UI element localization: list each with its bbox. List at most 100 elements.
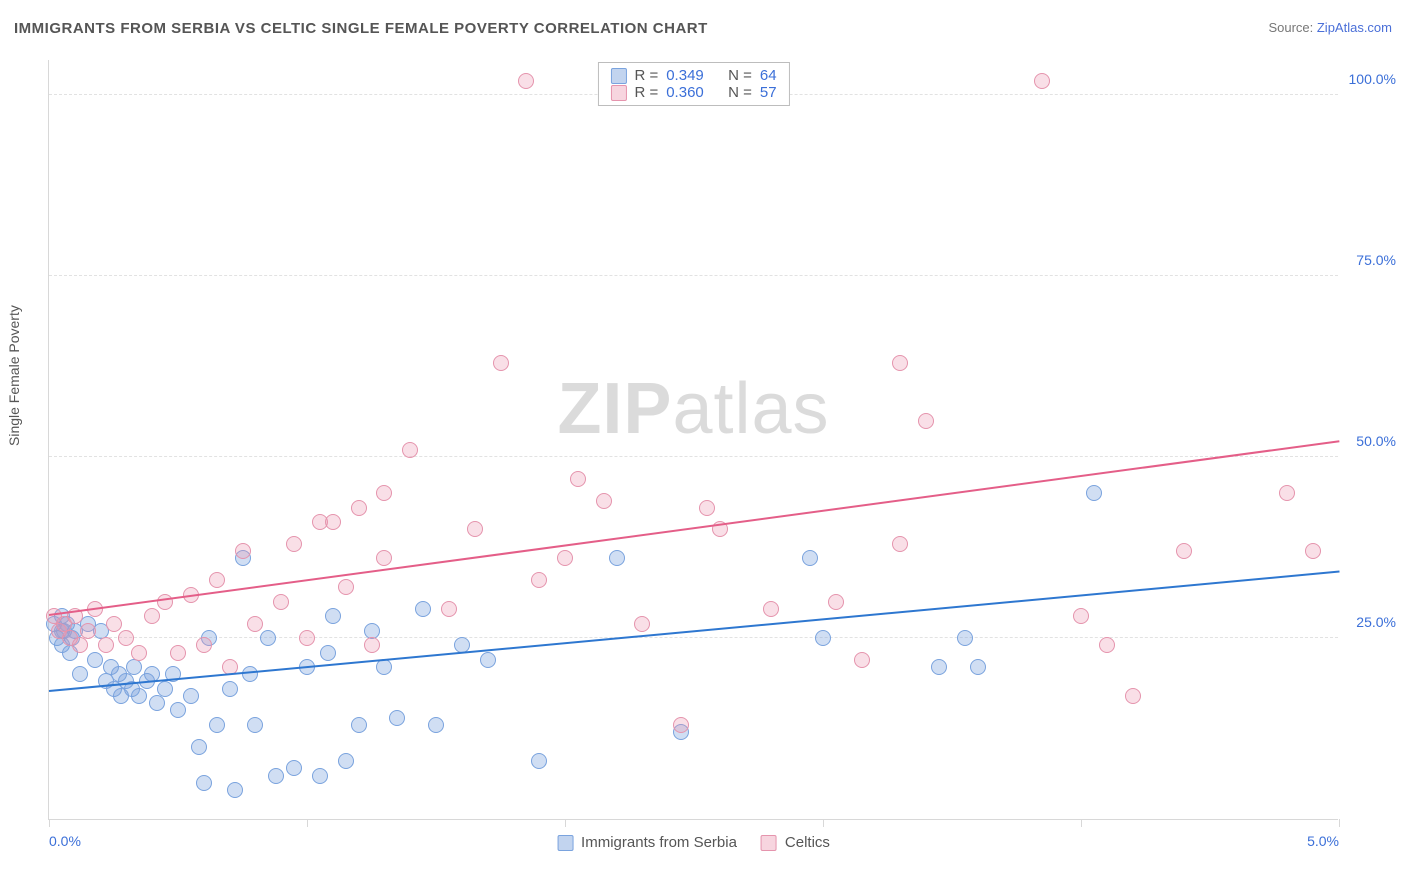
scatter-point	[242, 666, 258, 682]
r-value: 0.349	[666, 67, 704, 84]
scatter-point	[763, 601, 779, 617]
swatch-pink-icon	[610, 85, 626, 101]
x-tick	[49, 819, 50, 827]
scatter-point	[634, 616, 650, 632]
scatter-point	[247, 616, 263, 632]
scatter-point	[209, 572, 225, 588]
legend-label: Immigrants from Serbia	[581, 834, 737, 851]
scatter-point	[428, 717, 444, 733]
scatter-point	[183, 688, 199, 704]
scatter-point	[480, 652, 496, 668]
scatter-point	[467, 521, 483, 537]
legend-item-blue: Immigrants from Serbia	[557, 834, 737, 851]
scatter-point	[828, 594, 844, 610]
scatter-point	[118, 630, 134, 646]
scatter-point	[106, 616, 122, 632]
scatter-point	[957, 630, 973, 646]
scatter-point	[596, 493, 612, 509]
scatter-point	[351, 500, 367, 516]
y-tick-label: 75.0%	[1356, 252, 1396, 268]
scatter-point	[126, 659, 142, 675]
scatter-point	[131, 688, 147, 704]
scatter-point	[268, 768, 284, 784]
swatch-blue-icon	[557, 835, 573, 851]
scatter-point	[402, 442, 418, 458]
source-prefix: Source:	[1268, 20, 1316, 35]
scatter-point	[557, 550, 573, 566]
scatter-point	[325, 608, 341, 624]
x-tick	[307, 819, 308, 827]
scatter-point	[191, 739, 207, 755]
scatter-point	[351, 717, 367, 733]
r-value: 0.360	[666, 84, 704, 101]
scatter-point	[1125, 688, 1141, 704]
scatter-point	[815, 630, 831, 646]
scatter-point	[325, 514, 341, 530]
scatter-point	[149, 695, 165, 711]
r-label: R =	[634, 67, 658, 84]
scatter-point	[854, 652, 870, 668]
scatter-point	[1099, 637, 1115, 653]
swatch-blue-icon	[610, 68, 626, 84]
n-value: 57	[760, 84, 777, 101]
correlation-row-pink: R = 0.360 N = 57	[610, 84, 776, 101]
source-link[interactable]: ZipAtlas.com	[1317, 20, 1392, 35]
scatter-point	[338, 753, 354, 769]
watermark-zip: ZIP	[557, 369, 672, 449]
x-tick	[565, 819, 566, 827]
scatter-point	[227, 782, 243, 798]
y-tick-label: 25.0%	[1356, 614, 1396, 630]
scatter-point	[72, 637, 88, 653]
scatter-point	[338, 579, 354, 595]
scatter-point	[209, 717, 225, 733]
x-tick	[823, 819, 824, 827]
scatter-point	[286, 760, 302, 776]
scatter-point	[144, 608, 160, 624]
watermark: ZIPatlas	[557, 368, 829, 450]
scatter-point	[415, 601, 431, 617]
x-tick	[1339, 819, 1340, 827]
scatter-point	[235, 543, 251, 559]
scatter-point	[72, 666, 88, 682]
y-tick-label: 50.0%	[1356, 433, 1396, 449]
scatter-point	[609, 550, 625, 566]
gridline	[49, 275, 1338, 276]
swatch-pink-icon	[761, 835, 777, 851]
scatter-point	[170, 702, 186, 718]
scatter-point	[570, 471, 586, 487]
scatter-point	[531, 572, 547, 588]
scatter-point	[1086, 485, 1102, 501]
correlation-row-blue: R = 0.349 N = 64	[610, 67, 776, 84]
scatter-point	[286, 536, 302, 552]
scatter-point	[493, 355, 509, 371]
y-tick-label: 100.0%	[1349, 71, 1396, 87]
scatter-point	[802, 550, 818, 566]
x-tick	[1081, 819, 1082, 827]
scatter-point	[87, 652, 103, 668]
scatter-point	[1073, 608, 1089, 624]
scatter-point	[376, 550, 392, 566]
scatter-point	[364, 637, 380, 653]
scatter-point	[389, 710, 405, 726]
scatter-point	[157, 594, 173, 610]
legend-label: Celtics	[785, 834, 830, 851]
scatter-point	[918, 413, 934, 429]
scatter-point	[892, 355, 908, 371]
series-legend: Immigrants from Serbia Celtics	[557, 834, 830, 851]
scatter-point	[892, 536, 908, 552]
scatter-point	[1034, 73, 1050, 89]
source-label: Source: ZipAtlas.com	[1268, 20, 1392, 35]
chart-title: IMMIGRANTS FROM SERBIA VS CELTIC SINGLE …	[14, 20, 708, 37]
x-tick-label: 0.0%	[49, 833, 81, 849]
scatter-point	[260, 630, 276, 646]
scatter-point	[247, 717, 263, 733]
scatter-point	[931, 659, 947, 675]
scatter-point	[531, 753, 547, 769]
scatter-point	[518, 73, 534, 89]
legend-item-pink: Celtics	[761, 834, 830, 851]
scatter-point	[1305, 543, 1321, 559]
scatter-point	[441, 601, 457, 617]
x-tick-label: 5.0%	[1307, 833, 1339, 849]
scatter-point	[131, 645, 147, 661]
n-label: N =	[728, 67, 752, 84]
